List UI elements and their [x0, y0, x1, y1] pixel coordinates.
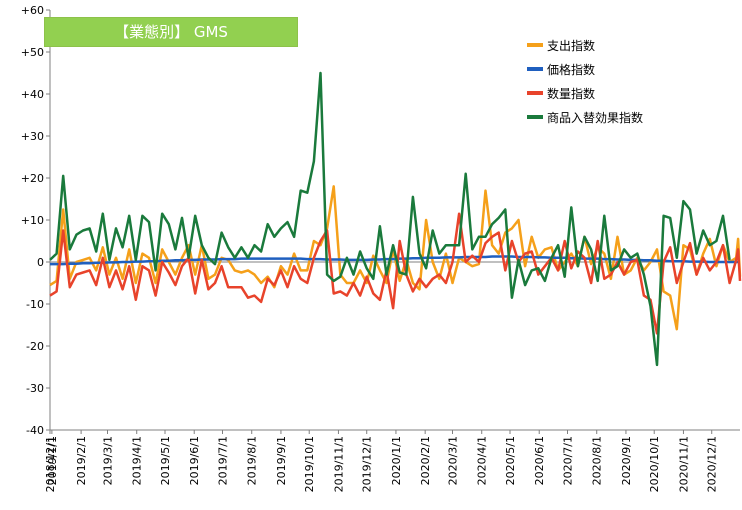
x-tick-label: 2020/12/1: [706, 436, 719, 492]
x-tick-label: 2020/5/1: [504, 436, 517, 485]
series-line-2: [50, 255, 740, 266]
x-tick-label: 2020/6/1: [533, 436, 546, 485]
x-tick-label: 2020/4/1: [476, 436, 489, 485]
legend-item: 商品入替効果指数: [527, 105, 643, 129]
x-tick-label: 2020/10/1: [648, 436, 661, 492]
legend-swatch: [527, 67, 543, 71]
x-tick-label: 2019/1/1: [46, 436, 59, 485]
y-tick-label: -20: [26, 340, 44, 353]
y-tick-label: +60: [21, 4, 44, 17]
x-tick-label: 2020/9/1: [620, 436, 633, 485]
chart-legend: 支出指数価格指数数量指数商品入替効果指数: [527, 33, 643, 129]
legend-swatch: [527, 115, 543, 119]
legend-item: 支出指数: [527, 33, 643, 57]
legend-label: 商品入替効果指数: [547, 110, 644, 125]
legend-label: 価格指数: [547, 62, 596, 77]
legend-item: 価格指数: [527, 57, 643, 81]
y-tick-label: -40: [26, 424, 44, 437]
y-tick-label: +30: [21, 130, 44, 143]
series-line-3: [49, 212, 742, 335]
y-tick-label: +20: [21, 172, 44, 185]
legend-label: 支出指数: [547, 38, 596, 53]
chart-title: 【業態別】 GMS: [44, 17, 298, 47]
x-tick-label: 2020/2/1: [419, 436, 432, 485]
y-axis-ticks: -40 -30 -20 -10 0 +10 +20 +30 +40 +50 +60: [21, 4, 50, 437]
x-tick-label: 2020/11/1: [677, 436, 690, 492]
x-tick-label: 2019/5/1: [159, 436, 172, 485]
x-tick-label: 2019/4/1: [131, 436, 144, 485]
y-tick-label: +10: [21, 214, 44, 227]
legend-swatch: [527, 91, 543, 95]
x-tick-label: 2019/7/1: [217, 436, 230, 485]
legend-label: 数量指数: [547, 86, 596, 101]
x-tick-label: 2019/11/1: [332, 436, 345, 492]
legend-swatch: [527, 43, 543, 47]
legend-item: 数量指数: [527, 81, 643, 105]
series-line-4: [49, 71, 731, 367]
y-tick-label: -30: [26, 382, 44, 395]
x-tick-label: 2018/12/1: [44, 436, 57, 492]
x-tick-label: 2019/6/1: [188, 436, 201, 485]
x-tick-label: 2019/9/1: [275, 436, 288, 485]
series-lines: [49, 71, 742, 367]
y-tick-label: -10: [26, 298, 44, 311]
x-tick-label: 2019/12/1: [361, 436, 374, 492]
y-tick-label: 0: [37, 256, 44, 269]
x-tick-label: 2020/7/1: [562, 436, 575, 485]
series-line-1: [49, 185, 742, 331]
x-tick-label: 2020/8/1: [591, 436, 604, 485]
y-tick-label: +50: [21, 46, 44, 59]
x-tick-label: 2019/2/1: [75, 436, 88, 485]
x-tick-label: 2019/10/1: [303, 436, 316, 492]
x-tick-label: 2019/8/1: [246, 436, 259, 485]
y-tick-label: +40: [21, 88, 44, 101]
x-tick-label: 2020/1/1: [390, 436, 403, 485]
x-tick-label: 2019/3/1: [102, 436, 115, 485]
x-tick-label: 2020/3/1: [447, 436, 460, 485]
